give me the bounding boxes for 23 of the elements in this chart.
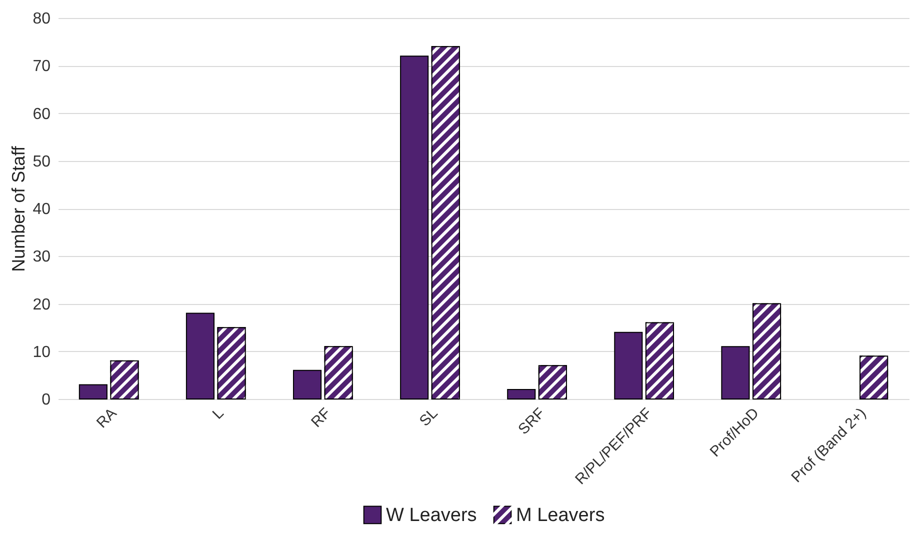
- y-tick-label: 0: [42, 392, 51, 408]
- legend-label: M Leavers: [516, 504, 605, 526]
- x-tick-label: RF: [308, 404, 334, 431]
- y-tick-label: 60: [32, 106, 51, 123]
- x-tick-label: RA: [93, 404, 120, 432]
- y-tick-label: 20: [32, 296, 51, 314]
- legend-label: W Leavers: [386, 504, 477, 526]
- bar: [721, 346, 750, 400]
- y-tick-label: 30: [32, 248, 51, 266]
- y-tick-label: 10: [32, 344, 51, 361]
- y-axis-title: Number of Staff: [8, 145, 29, 272]
- bar: [400, 56, 429, 400]
- y-tick-label: 70: [32, 58, 51, 76]
- bar: [292, 370, 322, 400]
- bar: [507, 388, 536, 400]
- y-tick-label: 40: [32, 201, 51, 218]
- y-tick-label: 50: [32, 153, 51, 170]
- bar: [186, 312, 215, 400]
- bar: [614, 332, 643, 400]
- y-tick-label: 80: [32, 10, 51, 28]
- x-tick-label: L: [209, 404, 228, 423]
- bar: [78, 384, 108, 400]
- x-tick-label: SL: [416, 404, 442, 430]
